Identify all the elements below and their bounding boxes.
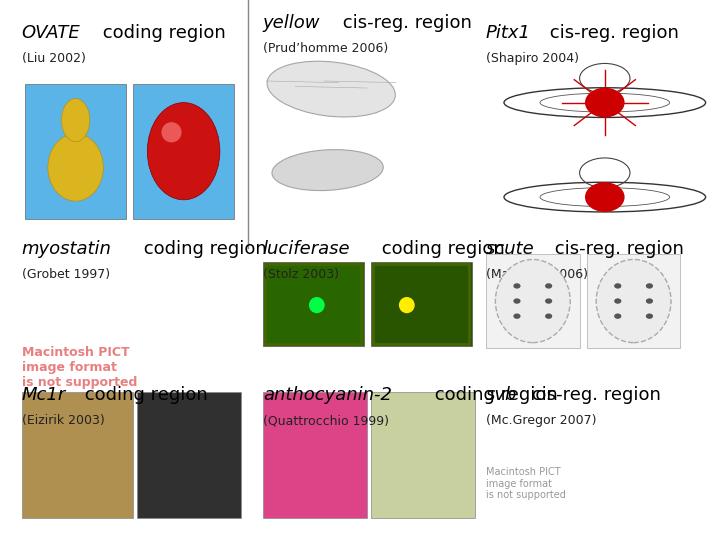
Text: coding region: coding region [376,240,505,258]
Text: (Mc.Gregor 2007): (Mc.Gregor 2007) [486,414,596,427]
FancyBboxPatch shape [486,254,580,348]
Text: (Prud’homme 2006): (Prud’homme 2006) [263,42,388,55]
Ellipse shape [646,283,653,288]
Text: anthocyanin-2: anthocyanin-2 [263,386,392,404]
Ellipse shape [495,260,570,342]
Ellipse shape [267,61,395,117]
FancyBboxPatch shape [371,262,472,346]
FancyBboxPatch shape [587,254,680,348]
Ellipse shape [148,103,220,200]
Ellipse shape [272,150,383,191]
Ellipse shape [545,283,552,288]
Text: svb: svb [486,386,518,404]
Ellipse shape [585,87,624,118]
Ellipse shape [614,298,621,303]
Text: Pitx1: Pitx1 [486,24,531,42]
Text: luciferase: luciferase [263,240,351,258]
Ellipse shape [585,183,624,212]
Text: coding region: coding region [97,24,226,42]
Text: cis-reg. region: cis-reg. region [544,24,679,42]
Ellipse shape [48,134,104,201]
Text: (Quattrocchio 1999): (Quattrocchio 1999) [263,414,389,427]
Text: (Shapiro 2004): (Shapiro 2004) [486,52,579,65]
Ellipse shape [513,298,521,303]
FancyBboxPatch shape [263,262,364,346]
Text: Mc1r: Mc1r [22,386,66,404]
Text: coding region: coding region [78,386,207,404]
Ellipse shape [545,298,552,303]
Ellipse shape [309,297,325,313]
Text: coding region: coding region [138,240,266,258]
Ellipse shape [513,283,521,288]
Text: myostatin: myostatin [22,240,112,258]
Ellipse shape [61,98,90,142]
Ellipse shape [646,313,653,319]
FancyBboxPatch shape [137,392,241,518]
Ellipse shape [513,313,521,319]
Text: Macintosh PICT
image format
is not supported: Macintosh PICT image format is not suppo… [22,346,137,389]
Ellipse shape [399,297,415,313]
Text: cis-reg. region: cis-reg. region [549,240,684,258]
Text: OVATE: OVATE [22,24,81,42]
Text: scute: scute [486,240,535,258]
FancyBboxPatch shape [263,392,367,518]
Text: coding region: coding region [429,386,558,404]
Text: (Eizirik 2003): (Eizirik 2003) [22,414,104,427]
Text: (Marcelini 2006): (Marcelini 2006) [486,268,588,281]
Ellipse shape [545,313,552,319]
Text: (Liu 2002): (Liu 2002) [22,52,86,65]
Ellipse shape [596,260,671,342]
Ellipse shape [614,313,621,319]
FancyBboxPatch shape [22,392,133,518]
Ellipse shape [646,298,653,303]
Text: (Grobet 1997): (Grobet 1997) [22,268,109,281]
FancyBboxPatch shape [25,84,126,219]
Text: yellow: yellow [263,14,320,31]
FancyBboxPatch shape [133,84,234,219]
Text: (Stolz 2003): (Stolz 2003) [263,268,339,281]
Ellipse shape [614,283,621,288]
Ellipse shape [161,122,181,143]
Text: Macintosh PICT
image format
is not supported: Macintosh PICT image format is not suppo… [486,467,566,500]
FancyBboxPatch shape [371,392,475,518]
Text: cis-reg. region: cis-reg. region [526,386,662,404]
Text: cis-reg. region: cis-reg. region [337,14,472,31]
